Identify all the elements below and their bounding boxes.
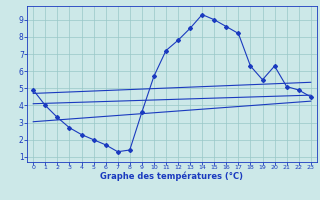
X-axis label: Graphe des températures (°C): Graphe des températures (°C) [100, 172, 244, 181]
